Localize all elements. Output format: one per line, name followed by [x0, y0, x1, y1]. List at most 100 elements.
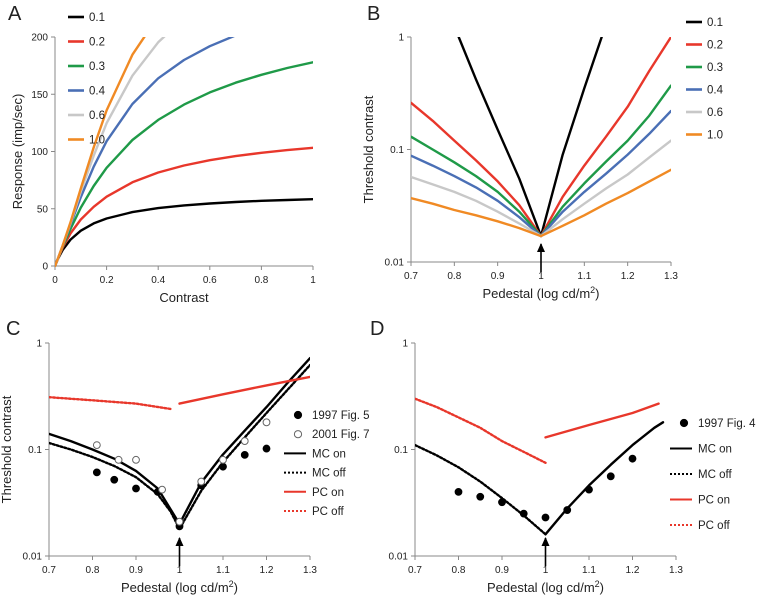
x-tick-label: 1	[177, 565, 183, 576]
legend-label: PC off	[698, 520, 731, 532]
data-point	[92, 441, 101, 449]
legend-label: 0.6	[707, 107, 723, 119]
legend-label: 0.3	[89, 61, 105, 73]
x-tick-label: 0.8	[447, 271, 461, 282]
legend-label: PC on	[698, 495, 730, 507]
arrow-icon	[175, 537, 184, 546]
data-point	[240, 450, 249, 459]
x-tick-label: 1	[310, 275, 316, 286]
y-tick-label: 1	[402, 339, 408, 350]
series-line	[49, 396, 172, 411]
x-tick-label: 1.2	[260, 565, 274, 576]
series-line	[49, 357, 310, 526]
data-point	[262, 444, 271, 453]
x-tick-label: 1.1	[216, 565, 230, 576]
x-tick-label: 1.1	[577, 271, 591, 282]
y-tick-label: 1	[398, 33, 404, 44]
data-point	[519, 509, 528, 518]
data-point	[240, 437, 249, 445]
series-line	[544, 421, 665, 536]
x-tick-label: 0.4	[151, 275, 165, 286]
arrow-icon	[541, 537, 550, 546]
x-tick-label: 1.3	[664, 271, 678, 282]
series-line	[415, 397, 547, 464]
x-tick-label: 0.8	[254, 275, 268, 286]
legend-label: 0.6	[89, 110, 105, 122]
x-axis-title: Contrast	[159, 290, 209, 305]
y-tick-label: 0.01	[389, 552, 409, 563]
plot-area	[411, 37, 671, 238]
data-point	[262, 418, 271, 427]
series-line	[411, 109, 671, 238]
panel-a: A 0 0.2 0.4 0.6 0.8 1 0 50 100 150 200 Contrast Respo…	[8, 3, 316, 305]
panel-c: C 0.7 0.8 0.9 1 1.1 1.2 1.3 0.01 0.1 1 Pedestal (lo…	[0, 318, 370, 595]
series-line	[544, 402, 660, 439]
x-tick-label: 0	[52, 275, 58, 286]
data-point	[476, 492, 485, 501]
panel-letter: B	[367, 3, 380, 25]
legend: 0.1 0.2 0.3 0.4 0.6 1.0	[686, 17, 724, 142]
legend-label: 0.2	[89, 37, 105, 49]
series-line	[411, 84, 671, 238]
legend-label: 0.3	[707, 62, 723, 74]
x-tick-label: 1.1	[582, 565, 596, 576]
series-line	[178, 375, 310, 405]
legend-label: 1997 Fig. 5	[312, 410, 370, 422]
legend-label: PC on	[312, 487, 344, 499]
y-tick-label: 150	[31, 90, 48, 101]
legend-label: MC off	[698, 469, 732, 481]
legend-label: 1.0	[707, 130, 723, 142]
y-tick-label: 0.1	[28, 445, 42, 456]
series-line	[411, 168, 671, 238]
data-point	[92, 468, 101, 477]
x-tick-label: 1.3	[669, 565, 683, 576]
y-tick-label: 0	[42, 262, 48, 273]
y-tick-label: 100	[31, 147, 48, 158]
legend: 1997 Fig. 5 2001 Fig. 7 MC on MC off PC on PC…	[284, 410, 370, 518]
x-tick-label: 1.2	[626, 565, 640, 576]
y-tick-label: 200	[31, 33, 48, 44]
x-tick-label: 0.9	[495, 565, 509, 576]
x-axis-title: Pedestal (log cd/m2)	[121, 579, 238, 595]
x-tick-label: 1	[538, 271, 544, 282]
series-line	[457, 37, 603, 238]
legend-label: 0.2	[707, 40, 723, 52]
y-axis-title: Response (imp/sec)	[10, 94, 25, 210]
series-line	[49, 363, 310, 530]
data-point	[175, 517, 184, 526]
data-point	[114, 455, 123, 464]
x-axis-title: Pedestal (log cd/m2)	[482, 285, 599, 301]
data-point	[628, 454, 637, 463]
y-tick-label: 0.01	[385, 258, 405, 269]
y-axis-title: Threshold contrast	[0, 395, 14, 503]
legend-label: 0.4	[89, 86, 106, 98]
data-point	[498, 498, 506, 507]
panel-b: B 0.7 0.8 0.9 1 1.1 1.2 1.3 0.01 0.1 1 Pedestal (lo…	[361, 3, 724, 301]
x-tick-label: 0.9	[129, 565, 143, 576]
x-tick-label: 1.2	[621, 271, 635, 282]
plot-area	[55, 37, 313, 267]
legend-label: 2001 Fig. 7	[312, 429, 370, 441]
panel-letter: D	[370, 318, 384, 340]
data-point	[110, 475, 119, 484]
y-tick-label: 0.1	[390, 145, 404, 156]
legend-label: MC on	[698, 444, 732, 456]
legend-marker	[679, 418, 689, 428]
y-axis-title: Threshold contrast	[361, 95, 376, 203]
data-point	[606, 472, 615, 481]
data-point	[132, 455, 140, 464]
x-tick-label: 1.3	[303, 565, 317, 576]
x-tick-label: 0.2	[100, 275, 114, 286]
series-line	[55, 37, 146, 267]
legend-marker	[293, 430, 303, 439]
legend-label: MC off	[312, 468, 346, 480]
legend-marker	[293, 410, 303, 420]
arrow-icon	[537, 243, 545, 252]
y-tick-label: 50	[37, 204, 49, 215]
data-point	[132, 484, 140, 493]
data-point	[219, 462, 227, 471]
x-tick-label: 0.8	[86, 565, 100, 576]
legend-label: 0.1	[89, 12, 105, 24]
x-tick-label: 1	[543, 565, 549, 576]
